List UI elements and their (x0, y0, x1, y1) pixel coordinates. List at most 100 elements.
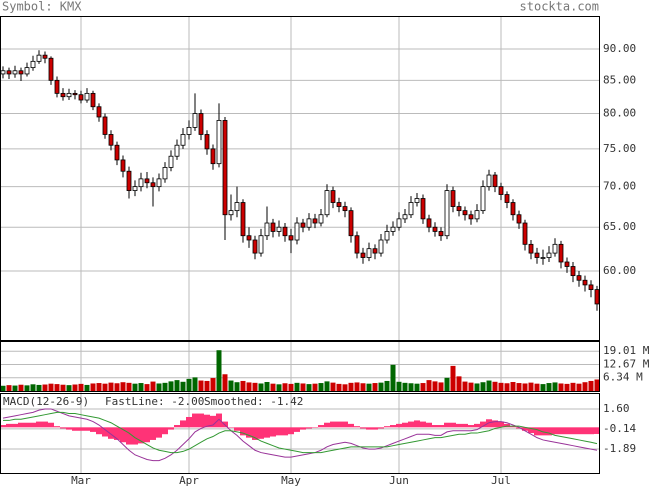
macd-histogram-bar (168, 427, 174, 430)
volume-bar (30, 384, 36, 391)
volume-bar (324, 381, 330, 391)
candle-body (396, 218, 402, 228)
candle-body (30, 60, 36, 69)
volume-bar (372, 383, 378, 391)
macd-histogram-bar (420, 421, 426, 428)
volume-bar (294, 382, 300, 391)
candle-body (312, 218, 318, 224)
candle-body (366, 248, 372, 258)
macd-histogram-bar (384, 426, 390, 428)
volume-bar (408, 383, 414, 391)
volume-bar (282, 383, 288, 391)
macd-histogram-bar (408, 421, 414, 428)
volume-bar (354, 382, 360, 391)
macd-histogram-bar (96, 427, 102, 435)
macd-histogram-bar (42, 421, 48, 428)
macd-histogram-bar (216, 413, 222, 428)
macd-histogram-bar (228, 427, 234, 428)
y-tick-label: 1.60 (603, 402, 630, 415)
volume-bar (486, 380, 492, 391)
macd-histogram-bar (540, 427, 546, 436)
candle-body (0, 70, 6, 75)
candle-body (552, 243, 558, 254)
candle-body (444, 190, 450, 237)
candle-body (570, 266, 576, 277)
volume-bar (300, 383, 306, 391)
volume-bar (150, 381, 156, 391)
candle-body (576, 275, 582, 281)
macd-histogram-bar (360, 427, 366, 429)
volume-bar (78, 383, 84, 391)
macd-histogram-bar (288, 427, 294, 435)
candle-body (534, 252, 540, 258)
volume-bar (60, 384, 66, 391)
volume-bar (498, 382, 504, 391)
candle-body (360, 252, 366, 258)
candle-body (414, 198, 420, 203)
volume-bar (162, 382, 168, 391)
legend-smoothed: Smoothed: -1.42 (204, 395, 303, 408)
volume-bar (552, 382, 558, 391)
volume-bar (204, 380, 210, 391)
volume-bar (558, 383, 564, 391)
macd-histogram-bar (564, 427, 570, 435)
candle-body (462, 210, 468, 216)
candle-body (492, 174, 498, 188)
candle-body (228, 210, 234, 216)
volume-bar (414, 383, 420, 391)
volume-bar (540, 384, 546, 391)
volume-bar (270, 383, 276, 391)
macd-histogram-bar (48, 422, 54, 428)
volume-bar (192, 377, 198, 391)
candle-body (516, 214, 522, 224)
volume-bar (438, 382, 444, 391)
macd-histogram-bar (570, 427, 576, 435)
volume-bar (306, 384, 312, 391)
macd-histogram-bar (138, 427, 144, 444)
macd-histogram-bar (528, 427, 534, 434)
volume-bar (492, 381, 498, 391)
volume-bar (594, 379, 600, 391)
volume-bar (426, 380, 432, 391)
volume-bar (468, 382, 474, 391)
volume-bar (318, 383, 324, 391)
macd-histogram-bar (102, 427, 108, 437)
candle-body (48, 57, 54, 81)
volume-bar (252, 382, 258, 391)
volume-bar (546, 383, 552, 391)
candle-body (342, 206, 348, 212)
candle-body (216, 120, 222, 165)
macd-title: MACD(12-26-9) (3, 395, 89, 408)
candle-body (90, 92, 96, 108)
macd-histogram-bar (510, 426, 516, 428)
candle-body (354, 235, 360, 254)
candle-body (546, 252, 552, 258)
volume-bar (312, 383, 318, 391)
candle-body (186, 126, 192, 135)
source: stockta.com (520, 0, 599, 14)
volume-bar (360, 383, 366, 391)
volume-bar (510, 382, 516, 391)
macd-histogram-bar (522, 427, 528, 431)
candle-body (270, 222, 276, 232)
macd-histogram-bar (336, 421, 342, 428)
macd-histogram-bar (348, 423, 354, 428)
macd-histogram-bar (258, 427, 264, 439)
macd-histogram-bar (492, 420, 498, 428)
macd-histogram-bar (324, 422, 330, 428)
x-tick-label: Apr (179, 474, 199, 486)
volume-bar (582, 382, 588, 391)
volume-bar (24, 385, 30, 391)
volume-bar (528, 382, 534, 391)
volume-bar (144, 384, 150, 391)
x-tick-label: Jul (491, 474, 511, 486)
candle-body (474, 210, 480, 220)
volume-bar (504, 383, 510, 391)
macd-histogram-bar (120, 427, 126, 443)
volume-bar (66, 385, 72, 391)
macd-histogram-bar (366, 427, 372, 430)
macd-histogram-bar (240, 427, 246, 436)
candle-body (174, 144, 180, 157)
macd-histogram-bar (30, 422, 36, 428)
